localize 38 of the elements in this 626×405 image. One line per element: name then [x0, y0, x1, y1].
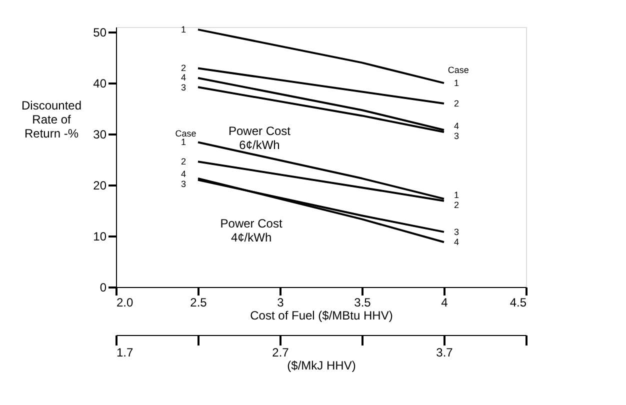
series-label: 3 — [454, 131, 460, 141]
annotation: Case — [448, 64, 469, 75]
annotation: Case — [175, 128, 196, 139]
series-label: 3 — [454, 226, 460, 237]
x2-tick-label: 3.7 — [436, 346, 454, 360]
text: 3 — [180, 82, 186, 93]
x-tick-label: 2.0 — [116, 296, 134, 310]
y-tick-label: 10 — [93, 230, 107, 244]
text: 2 — [180, 63, 186, 74]
x2-axis-title: ($/MkJ HHV) — [287, 358, 356, 372]
y-tick-label: 30 — [93, 128, 107, 142]
x-axis-title: Cost of Fuel ($/MBtu HHV) — [250, 308, 393, 322]
annotation: Power Cost 6¢/kWh — [228, 124, 292, 152]
series-label: 1 — [454, 78, 460, 88]
x-tick-label: 2.5 — [190, 296, 208, 310]
text: 1 — [180, 24, 186, 35]
x2-tick-label: 1.7 — [116, 346, 134, 360]
text: 2 — [180, 156, 186, 167]
series-label: 4 — [454, 121, 460, 131]
text: 1 — [180, 137, 186, 148]
x-tick-label: 4.5 — [510, 296, 527, 310]
series-label: 2 — [454, 98, 460, 108]
series-label: 2 — [454, 200, 460, 210]
x-tick-label: 4 — [441, 296, 448, 310]
x-tick-label: 3.5 — [354, 296, 372, 310]
series-label: 1 — [454, 190, 460, 200]
x2-tick-label: 2.7 — [272, 346, 290, 360]
y-tick-label: 20 — [93, 178, 107, 193]
text: 3 — [180, 179, 186, 190]
y-axis-title: Discounted Rate of Return -% — [21, 98, 82, 140]
annotation: Power Cost 4¢/kWh — [220, 216, 283, 244]
series-label: 4 — [454, 237, 460, 248]
x-tick-label: 3 — [277, 296, 284, 310]
text: 4 — [180, 72, 186, 83]
y-tick-label: 0 — [100, 280, 107, 294]
y-tick-label: 40 — [93, 76, 107, 91]
y-tick-label: 50 — [93, 26, 107, 40]
text: 4 — [180, 169, 186, 180]
